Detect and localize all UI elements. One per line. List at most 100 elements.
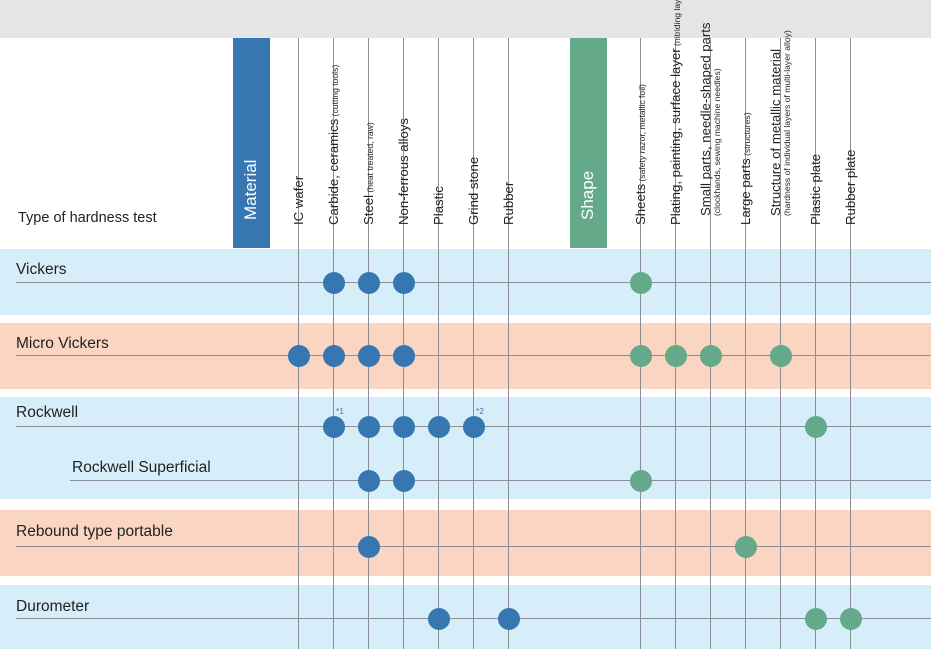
column-header-ic-wafer: IC wafer	[281, 38, 316, 248]
column-header-plating: Plating, painting, surface layer (nitrid…	[658, 0, 693, 248]
row-label-rebound: Rebound type portable	[16, 523, 173, 540]
column-header-label: Plating, painting, surface layer (nitrid…	[668, 0, 683, 225]
row-label-rockwell-superficial: Rockwell Superficial	[72, 459, 211, 476]
row-line-micro-vickers	[16, 355, 931, 356]
row-label-durometer: Durometer	[16, 598, 90, 615]
row-line-vickers	[16, 282, 931, 283]
column-header-grind-stone: Grind stone	[456, 38, 491, 248]
row-line-rockwell-superficial	[70, 480, 931, 481]
column-header-rubber: Rubber	[491, 38, 526, 248]
column-header-label: Plastic	[431, 186, 446, 225]
column-header-sheets: Sheets (safety razor, metallic foil)	[623, 38, 658, 248]
column-label-text: Non-ferrous alloys	[395, 117, 411, 225]
column-header-small-parts: Small parts, needle-shaped parts (clockha…	[693, 22, 728, 248]
row-label-rockwell: Rockwell	[16, 404, 79, 421]
column-label-text: Steel	[360, 194, 376, 225]
mark-rebound-steel	[357, 535, 380, 558]
row-line-rebound	[16, 546, 931, 547]
category-material-label: Material	[240, 159, 260, 220]
column-label-text: Plastic	[430, 186, 446, 225]
column-label-note: (structures)	[741, 112, 752, 159]
column-header-label: IC wafer	[291, 176, 306, 225]
column-label-note: (safety razor, metallic foil)	[636, 84, 647, 184]
column-header-rubber-plate: Rubber plate	[833, 38, 868, 248]
row-line-durometer	[16, 618, 931, 619]
column-line-plastic-plate	[815, 38, 816, 649]
column-line-non-ferrous-alloys	[403, 38, 404, 649]
mark-rockwell-steel	[357, 415, 380, 438]
column-header-label: Steel (heat treated, raw)	[361, 122, 376, 225]
mark-vickers-steel	[357, 271, 380, 294]
column-header-plastic-plate: Plastic plate	[798, 38, 833, 248]
mark-micro-vickers-structure-metallic	[769, 344, 792, 367]
mark-durometer-rubber	[497, 607, 520, 630]
mark-micro-vickers-carbide-ceramics	[322, 344, 345, 367]
column-label-text: IC wafer	[290, 175, 306, 225]
mark-micro-vickers-ic-wafer	[287, 344, 310, 367]
column-label-text: Sheets	[632, 183, 648, 225]
column-header-label: Structure of metallic material (hardness …	[768, 30, 792, 216]
mark-rockwell-grind-stone	[462, 415, 485, 438]
mark-durometer-plastic	[427, 607, 450, 630]
row-band-durometer	[0, 585, 931, 649]
column-label-text: Carbide, ceramics	[325, 118, 341, 225]
mark-vickers-sheets	[629, 271, 652, 294]
column-label-note: (nitriding layer)	[671, 0, 682, 49]
column-header-plastic: Plastic	[421, 38, 456, 248]
column-line-plating	[675, 38, 676, 649]
mark-micro-vickers-small-parts	[699, 344, 722, 367]
column-header-label: Plastic plate	[808, 154, 823, 225]
mark-rockwell-carbide-ceramics	[322, 415, 345, 438]
column-label-text: Small parts, needle-shaped parts	[697, 22, 713, 216]
mark-rockwell-superficial-non-ferrous-alloys	[392, 469, 415, 492]
column-header-label: Sheets (safety razor, metallic foil)	[633, 84, 648, 225]
column-line-small-parts	[710, 38, 711, 649]
column-header-label: Rubber plate	[843, 149, 858, 225]
mark-micro-vickers-sheets	[629, 344, 652, 367]
column-line-large-parts	[745, 38, 746, 649]
column-label-note: (heat treated, raw)	[364, 122, 375, 195]
column-label-text: Rubber plate	[842, 149, 858, 225]
row-band-rebound	[0, 510, 931, 576]
column-line-structure-metallic	[780, 38, 781, 649]
column-header-label: Small parts, needle-shaped parts (clockha…	[698, 22, 722, 216]
mark-rockwell-superficial-sheets	[629, 469, 652, 492]
column-header-label: Rubber	[501, 182, 516, 225]
column-line-steel	[368, 38, 369, 649]
footnote-mark-rockwell-carbide-ceramics: *1	[336, 406, 345, 416]
column-line-carbide-ceramics	[333, 38, 334, 649]
mark-durometer-plastic-plate	[804, 607, 827, 630]
column-line-sheets	[640, 38, 641, 649]
column-label-note: (cutting tools)	[329, 64, 340, 119]
corner-label: Type of hardness test	[18, 210, 157, 226]
column-label-text: Structure of metallic material	[767, 48, 783, 216]
column-header-label: Grind stone	[466, 157, 481, 225]
row-band-rockwell	[0, 397, 931, 499]
column-line-rubber-plate	[850, 38, 851, 649]
header-area	[0, 38, 931, 248]
column-header-label: Carbide, ceramics (cutting tools)	[326, 65, 341, 225]
column-header-steel: Steel (heat treated, raw)	[351, 38, 386, 248]
column-label-text: Plastic plate	[807, 153, 823, 225]
column-header-label: Large parts (structures)	[738, 112, 753, 225]
mark-vickers-carbide-ceramics	[322, 271, 345, 294]
mark-micro-vickers-steel	[357, 344, 380, 367]
mark-micro-vickers-non-ferrous-alloys	[392, 344, 415, 367]
column-header-non-ferrous-alloys: Non-ferrous alloys	[386, 38, 421, 248]
column-line-plastic	[438, 38, 439, 649]
footnote-mark-rockwell-grind-stone: *2	[476, 406, 485, 416]
row-label-micro-vickers: Micro Vickers	[16, 335, 109, 352]
mark-rockwell-superficial-steel	[357, 469, 380, 492]
column-label-text: Grind stone	[465, 156, 481, 225]
column-label-text: Rubber	[500, 181, 516, 225]
row-label-vickers: Vickers	[16, 261, 67, 278]
category-shape-label: Shape	[577, 170, 597, 220]
column-line-rubber	[508, 38, 509, 649]
column-line-grind-stone	[473, 38, 474, 649]
mark-rebound-large-parts	[734, 535, 757, 558]
column-label-note: (hardness of individual layers of multi-…	[781, 30, 792, 216]
column-header-structure-metallic: Structure of metallic material (hardness …	[763, 30, 798, 248]
mark-vickers-non-ferrous-alloys	[392, 271, 415, 294]
column-label-note: (clockhands, sewing machine needles)	[711, 68, 722, 216]
